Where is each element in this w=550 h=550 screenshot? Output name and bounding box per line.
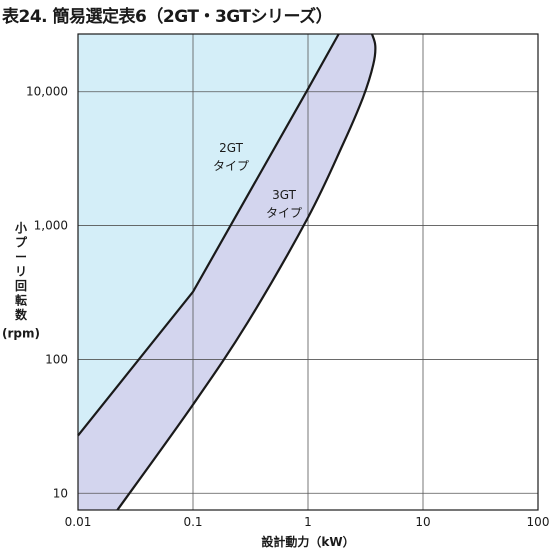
3gt-boundary-line: [116, 33, 377, 511]
region-2gt: [78, 34, 339, 436]
plot-frame: [77, 33, 539, 511]
chart-boundaries: [77, 33, 377, 511]
y-axis-label-char: 数: [15, 307, 28, 322]
y-axis-label-char: プ: [15, 235, 28, 250]
y-axis-label-char: ー: [15, 250, 27, 264]
y-tick-label: 1,000: [34, 219, 68, 233]
y-axis-label-char: リ: [15, 265, 27, 279]
x-axis-label: 設計動力（kW）: [261, 534, 354, 549]
region-label: タイプ: [213, 159, 249, 173]
y-axis-label-char: 小: [15, 220, 27, 235]
x-tick-labels: 0.01 0.1 1 10 100: [65, 515, 550, 529]
x-tick-label: 0.01: [65, 515, 92, 529]
chart-regions: [78, 34, 376, 510]
region-labels: 2GT タイプ 3GT タイプ: [213, 141, 302, 220]
x-tick-label: 100: [527, 515, 550, 529]
x-tick-label: 0.1: [183, 515, 202, 529]
y-tick-label: 10,000: [26, 85, 68, 99]
y-axis-label-char: 回: [15, 279, 27, 293]
y-axis-label-char: 転: [15, 293, 27, 308]
2gt-boundary-line: [77, 33, 340, 437]
y-axis-label-unit: (rpm): [2, 327, 40, 341]
x-tick-label: 1: [304, 515, 312, 529]
y-tick-label: 100: [45, 352, 68, 366]
y-tick-label: 10: [53, 486, 68, 500]
x-tick-label: 10: [415, 515, 430, 529]
chart-title: 表24. 簡易選定表6（2GT・3GTシリーズ）: [2, 7, 333, 27]
region-3gt: [78, 34, 376, 510]
region-label: タイプ: [266, 206, 302, 220]
y-tick-labels: 10 100 1,000 10,000: [26, 85, 68, 501]
region-label: 3GT: [272, 188, 297, 202]
region-label: 2GT: [219, 141, 244, 155]
